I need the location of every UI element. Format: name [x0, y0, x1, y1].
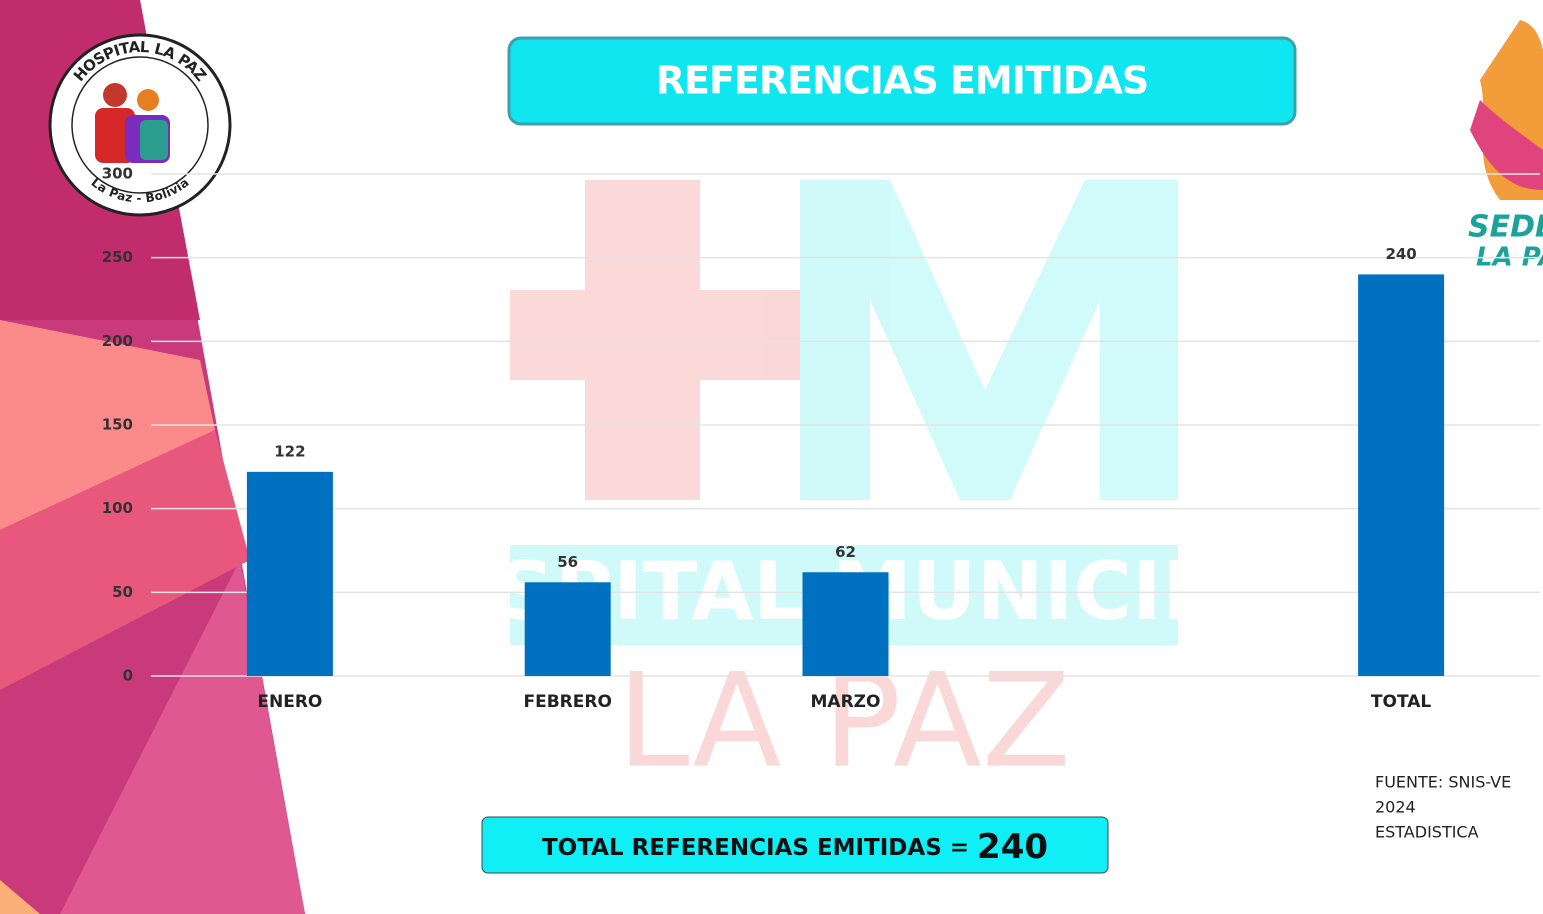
value-label: 56: [557, 553, 578, 571]
y-tick-label: 100: [102, 499, 133, 517]
x-tick-label: ENERO: [257, 692, 322, 712]
summary-value: 240: [977, 827, 1048, 867]
source-line: ESTADISTICA: [1375, 823, 1479, 842]
y-tick-label: 250: [102, 248, 133, 266]
x-tick-label: FEBRERO: [523, 692, 611, 712]
chart-title: REFERENCIAS EMITIDAS: [656, 59, 1148, 103]
source-line: 2024: [1375, 798, 1416, 817]
bar: [803, 572, 889, 676]
bar: [525, 582, 611, 676]
summary-box: TOTAL REFERENCIAS EMITIDAS = 240: [482, 817, 1108, 873]
y-tick-label: 200: [102, 332, 133, 350]
x-tick-label: MARZO: [811, 692, 881, 712]
slide: HOSPITAL MUNICIPAL LA PAZ HOSPITAL LA PA…: [0, 0, 1543, 914]
x-tick-label: TOTAL: [1371, 692, 1431, 712]
y-tick-label: 150: [102, 416, 133, 434]
logo-left: HOSPITAL LA PAZ La Paz - Bolivia: [50, 35, 230, 215]
value-label: 240: [1385, 245, 1416, 263]
y-tick-label: 50: [112, 583, 133, 601]
bar: [247, 472, 333, 676]
y-tick-label: 0: [123, 667, 133, 685]
value-label: 62: [835, 543, 856, 561]
y-tick-label: 300: [102, 165, 133, 183]
value-label: 122: [274, 442, 305, 460]
summary-label: TOTAL REFERENCIAS EMITIDAS =: [542, 835, 969, 861]
title-box: REFERENCIAS EMITIDAS: [509, 38, 1295, 124]
bar: [1358, 274, 1444, 676]
logo-text: SEDES: [1468, 210, 1543, 245]
source-line: FUENTE: SNIS-VE: [1375, 773, 1511, 792]
